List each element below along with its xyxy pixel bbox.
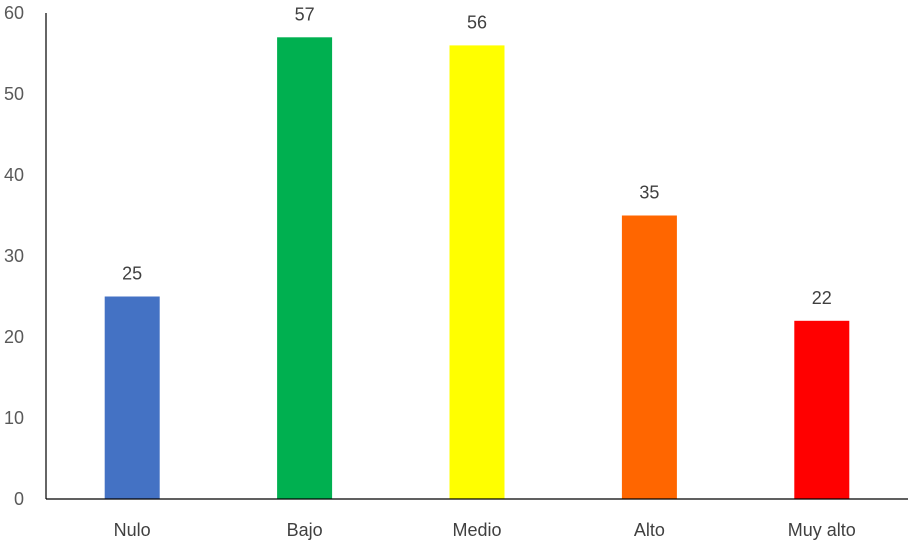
data-label: 57 bbox=[295, 4, 315, 24]
data-label: 56 bbox=[467, 12, 487, 32]
x-category-label: Bajo bbox=[287, 520, 323, 540]
bar-muy-alto bbox=[794, 320, 850, 499]
data-label: 35 bbox=[639, 183, 659, 203]
bar-bajo bbox=[277, 37, 333, 500]
x-axis-categories: Nulo Bajo Medio Alto Muy alto bbox=[114, 520, 856, 540]
bar-nulo bbox=[104, 296, 160, 499]
data-label: 22 bbox=[812, 288, 832, 308]
x-category-label: Muy alto bbox=[788, 520, 856, 540]
x-category-label: Medio bbox=[452, 520, 501, 540]
y-tick-label: 60 bbox=[4, 3, 24, 23]
bars bbox=[104, 37, 850, 500]
y-tick-label: 0 bbox=[14, 489, 24, 509]
data-labels: 25 57 56 35 22 bbox=[122, 4, 832, 308]
y-axis-ticks: 0 10 20 30 40 50 60 bbox=[4, 3, 24, 509]
y-tick-label: 50 bbox=[4, 84, 24, 104]
x-category-label: Alto bbox=[634, 520, 665, 540]
bar-medio bbox=[449, 45, 505, 500]
y-tick-label: 20 bbox=[4, 327, 24, 347]
x-category-label: Nulo bbox=[114, 520, 151, 540]
y-tick-label: 10 bbox=[4, 408, 24, 428]
y-tick-label: 30 bbox=[4, 246, 24, 266]
data-label: 25 bbox=[122, 264, 142, 284]
y-tick-label: 40 bbox=[4, 165, 24, 185]
bar-alto bbox=[621, 215, 677, 499]
